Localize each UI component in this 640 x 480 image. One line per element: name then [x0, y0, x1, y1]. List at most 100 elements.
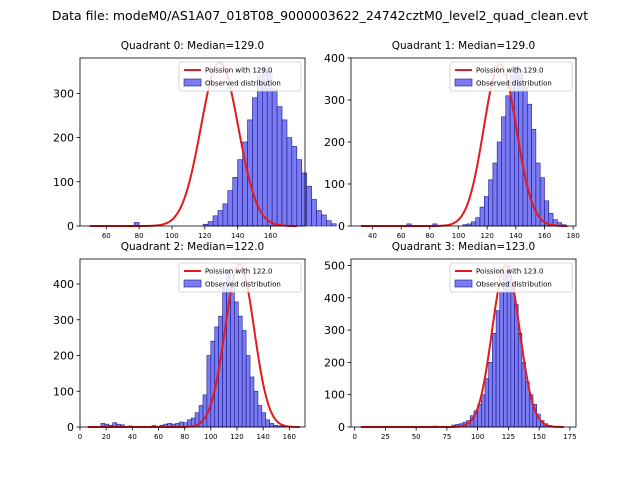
histogram-bar	[206, 355, 212, 428]
y-tick-label: 100	[324, 389, 345, 402]
histogram-bar	[296, 159, 303, 227]
histogram-bar	[261, 412, 267, 428]
panel-title: Quadrant 0: Median=129.0	[121, 40, 264, 52]
y-tick-label: 0	[67, 220, 74, 233]
y-tick-label: 400	[324, 52, 345, 65]
histogram-bar	[492, 162, 498, 227]
y-tick-label: 200	[324, 136, 345, 149]
y-tick-label: 300	[53, 87, 74, 100]
panel-title: Quadrant 1: Median=129.0	[392, 40, 535, 52]
panel-title: Quadrant 3: Median=123.0	[392, 241, 535, 253]
legend: Poission with 129.0 Observed distribution	[449, 61, 573, 92]
histogram-bar	[252, 97, 258, 227]
legend: Poission with 122.0 Observed distribution	[178, 262, 302, 293]
histogram-bar	[306, 185, 312, 227]
x-tick-label: 60	[102, 232, 111, 240]
histogram-bar	[234, 301, 239, 428]
x-tick-label: 140	[256, 433, 269, 441]
y-tick-label: 0	[338, 220, 345, 233]
x-tick-label: 120	[230, 433, 243, 441]
y-tick-label: 0	[338, 421, 345, 434]
axes-frame	[79, 258, 306, 428]
histogram-bars	[406, 66, 567, 227]
histogram-bar	[330, 223, 337, 227]
histogram-bar	[253, 390, 259, 428]
y-tick-label: 300	[324, 324, 345, 337]
panel-quadrant-3: Quadrant 3: Median=123.0 0 25 50 75 100 125 150…	[324, 241, 577, 441]
x-tick-label: 0	[352, 433, 356, 441]
x-tick-label: 40	[128, 433, 137, 441]
histogram-bar	[483, 196, 489, 227]
legend-label-curve: Poission with 129.0	[476, 67, 544, 75]
histogram-bar	[202, 394, 208, 428]
histogram-bar	[265, 419, 270, 428]
histogram-bar	[488, 179, 494, 227]
histogram-bar	[505, 95, 511, 227]
histogram-bar	[503, 271, 508, 428]
histogram-bar	[326, 220, 332, 227]
histogram-bar	[291, 146, 298, 227]
histogram-bar	[257, 75, 263, 227]
histogram-bar	[526, 103, 532, 227]
x-tick-label: 160	[538, 232, 551, 240]
legend-label-bars: Observed distribution	[476, 80, 552, 88]
histogram-bar	[301, 172, 307, 227]
histogram-bar	[241, 330, 247, 428]
histogram-bar	[222, 203, 229, 227]
histogram-bar	[496, 141, 502, 227]
x-tick-label: 125	[502, 433, 515, 441]
x-tick-label: 150	[532, 433, 545, 441]
panel-quadrant-1: Quadrant 1: Median=129.0 40 60 80 100 120 140 1…	[324, 40, 580, 240]
histogram-bar	[484, 378, 490, 428]
y-tick-label: 100	[53, 385, 74, 398]
legend-label-curve: Poission with 123.0	[476, 268, 544, 276]
histogram-bar	[232, 177, 238, 227]
figure-title: Data file: modeM0/AS1A07_018T08_90000036…	[52, 8, 588, 23]
panel-title: Quadrant 2: Median=122.0	[121, 241, 264, 253]
legend-label-bars: Observed distribution	[205, 281, 281, 289]
x-tick-label: 75	[442, 433, 451, 441]
histogram-bar	[207, 221, 214, 227]
y-tick-label: 500	[324, 259, 345, 272]
x-tick-label: 25	[381, 433, 390, 441]
x-tick-label: 80	[180, 433, 189, 441]
x-tick-label: 60	[397, 232, 406, 240]
y-tick-label: 0	[67, 421, 74, 434]
x-tick-label: 140	[231, 232, 244, 240]
histogram-bar	[321, 214, 327, 227]
histogram-bar	[227, 190, 234, 227]
histogram-bar	[281, 119, 288, 227]
x-tick-label: 140	[509, 232, 522, 240]
histogram-bar	[471, 221, 476, 227]
histogram-bar	[501, 116, 507, 227]
legend-box	[178, 61, 302, 92]
x-tick-label: 100	[165, 232, 178, 240]
histogram-bar	[230, 283, 235, 428]
legend: Poission with 123.0 Observed distribution	[449, 262, 573, 293]
histogram-bar	[522, 87, 528, 227]
x-tick-label: 80	[425, 232, 434, 240]
axes-frame	[350, 258, 577, 428]
x-tick-label: 40	[368, 232, 377, 240]
legend-label-curve: Poission with 122.0	[205, 268, 273, 276]
histogram-bar	[257, 405, 263, 428]
y-tick-label: 300	[53, 314, 74, 327]
x-tick-label: 80	[135, 232, 144, 240]
y-tick-label: 200	[324, 356, 345, 369]
panel-quadrant-0: Quadrant 0: Median=129.0 60 80 100 120 140 160…	[53, 40, 337, 240]
legend-bar-swatch	[454, 279, 473, 288]
histogram-bar	[212, 215, 219, 227]
histogram-bar	[510, 281, 515, 428]
x-tick-label: 20	[102, 433, 111, 441]
y-tick-label: 400	[324, 292, 345, 305]
histogram-bar	[495, 310, 501, 428]
y-tick-label: 100	[53, 176, 74, 189]
x-tick-label: 50	[412, 433, 421, 441]
histogram-bar	[479, 206, 485, 227]
histogram-bar	[237, 159, 243, 227]
histogram-bar	[237, 315, 243, 428]
legend-box	[178, 262, 302, 293]
x-tick-label: 100	[471, 433, 484, 441]
histogram-bar	[222, 287, 227, 428]
histogram-bar	[266, 70, 273, 227]
